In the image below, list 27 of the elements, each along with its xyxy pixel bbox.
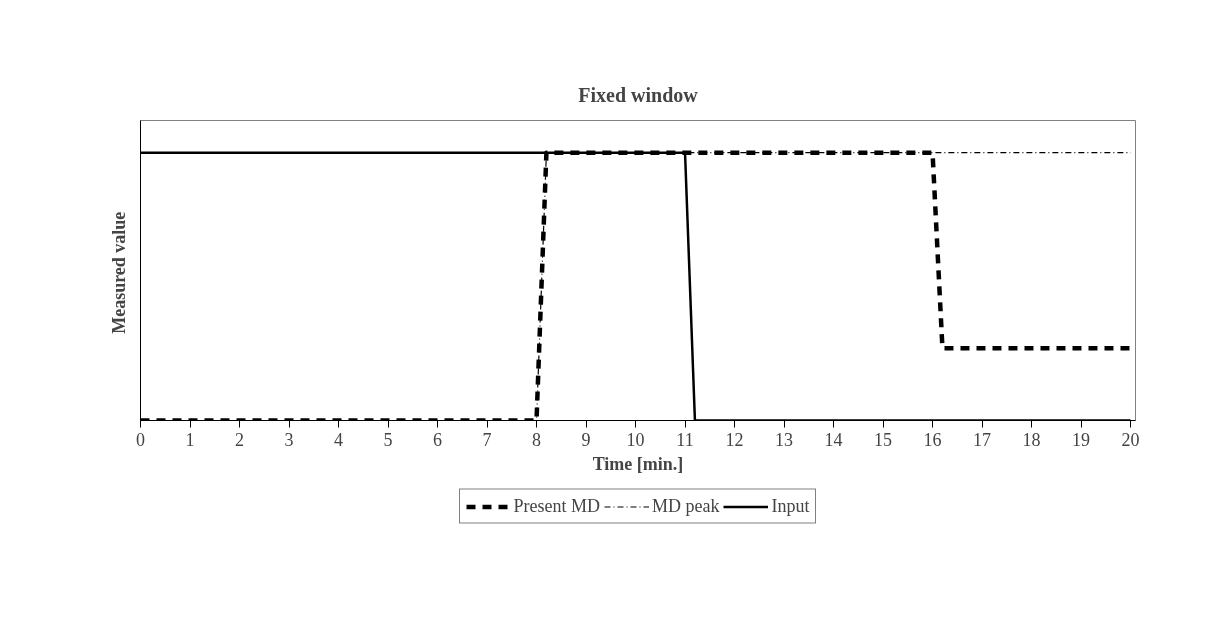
x-tick-label: 19 xyxy=(1072,429,1091,450)
x-tick-label: 6 xyxy=(433,429,443,450)
legend-label: Input xyxy=(771,495,810,517)
x-tick-label: 3 xyxy=(284,429,294,450)
x-tick-label: 7 xyxy=(482,429,492,450)
x-tick-label: 20 xyxy=(1121,429,1140,450)
x-tick-label: 15 xyxy=(874,429,893,450)
x-tick-label: 1 xyxy=(185,429,195,450)
legend-label: MD peak xyxy=(652,495,720,517)
chart-title: Fixed window xyxy=(578,83,699,106)
x-tick-label: 5 xyxy=(383,429,393,450)
x-tick-label: 2 xyxy=(235,429,244,450)
x-tick-label: 16 xyxy=(923,429,942,450)
x-tick-label: 12 xyxy=(725,429,744,450)
x-tick-label: 9 xyxy=(581,429,591,450)
y-axis-title: Measured value xyxy=(108,211,129,334)
x-tick-label: 11 xyxy=(676,429,694,450)
x-tick-label: 10 xyxy=(626,429,645,450)
x-axis-title: Time [min.] xyxy=(592,453,684,474)
x-tick-label: 14 xyxy=(824,429,843,450)
legend-label: Present MD xyxy=(513,495,601,517)
x-tick-label: 0 xyxy=(136,429,145,450)
x-tick-label: 13 xyxy=(775,429,794,450)
x-tick-label: 17 xyxy=(973,429,992,450)
x-tick-label: 8 xyxy=(532,429,542,450)
x-tick-label: 4 xyxy=(334,429,344,450)
x-tick-label: 18 xyxy=(1022,429,1041,450)
